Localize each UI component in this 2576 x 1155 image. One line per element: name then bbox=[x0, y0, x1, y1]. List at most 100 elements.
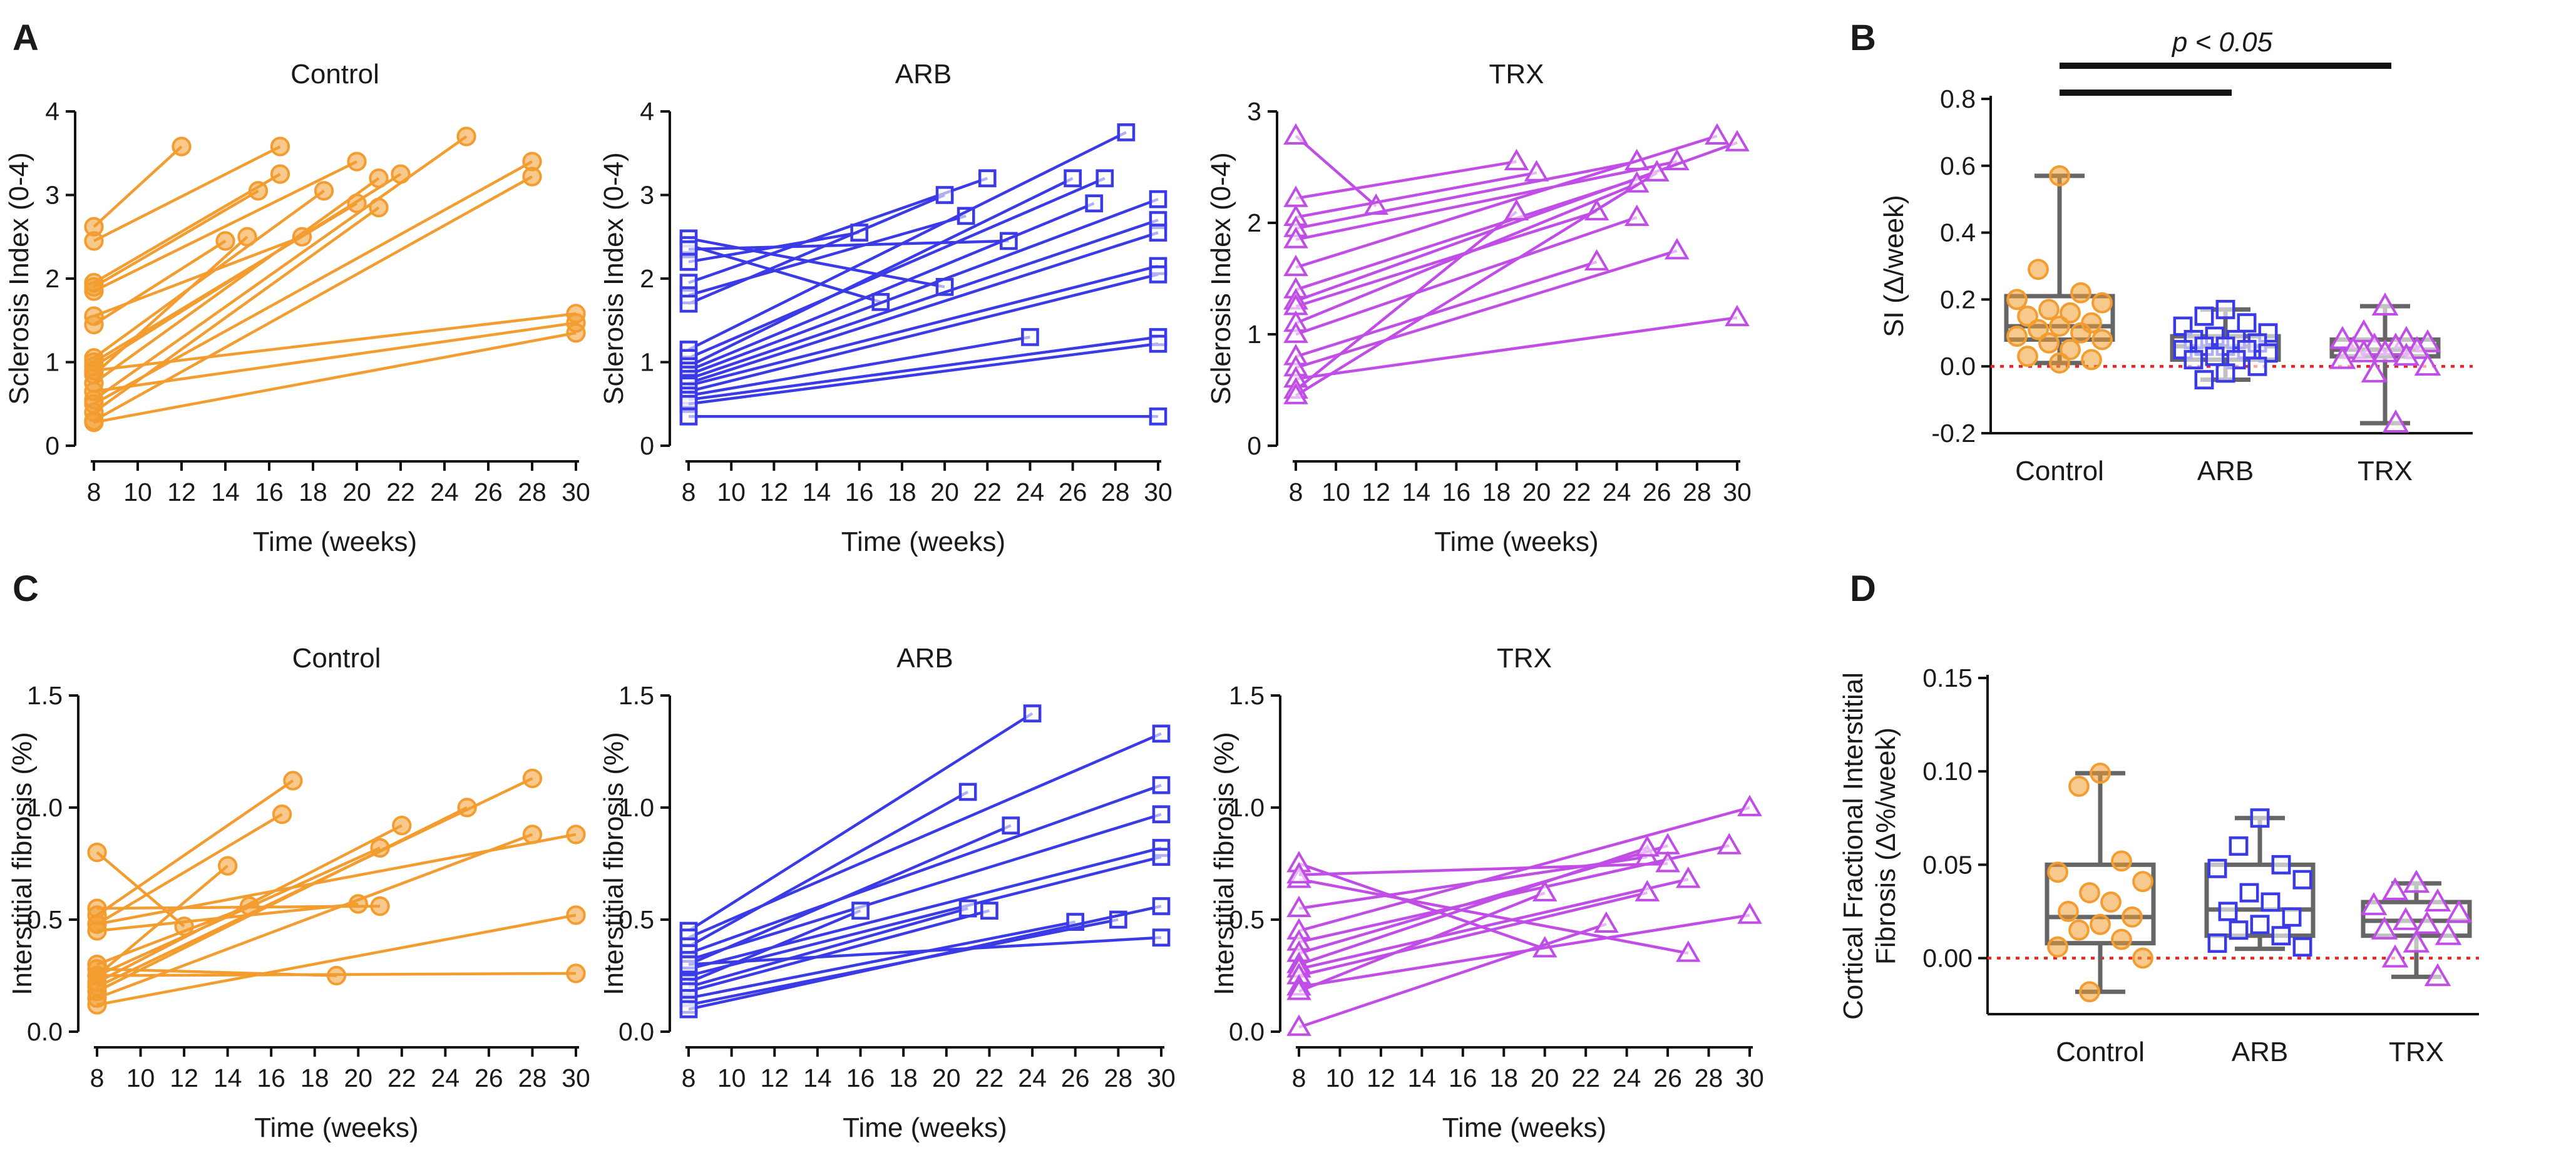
x-tick-label: 22 bbox=[1571, 1064, 1600, 1092]
x-tick-label: 18 bbox=[888, 478, 916, 506]
panel-title-c-trx: TRX bbox=[1497, 643, 1552, 674]
data-point bbox=[2350, 339, 2378, 362]
x-tick-label: 20 bbox=[930, 478, 959, 506]
x-tick-label: 12 bbox=[1362, 478, 1390, 506]
data-point bbox=[978, 169, 997, 188]
data-point bbox=[1064, 169, 1082, 188]
x-tick-label: 16 bbox=[257, 1064, 285, 1092]
group-label-arb: ARB bbox=[2232, 1037, 2288, 1067]
box-control bbox=[2045, 762, 2156, 1003]
data-point bbox=[1716, 833, 1742, 855]
series-path bbox=[93, 189, 259, 289]
data-point bbox=[1152, 848, 1171, 866]
x-axis-label: Time (weeks) bbox=[841, 526, 1005, 557]
data-point bbox=[2393, 342, 2420, 366]
series-line-16 bbox=[87, 896, 390, 918]
x-tick-label: 14 bbox=[213, 1064, 242, 1092]
data-point bbox=[270, 164, 290, 184]
series-path bbox=[688, 231, 860, 264]
data-point bbox=[2132, 871, 2153, 893]
data-point bbox=[1085, 194, 1104, 213]
x-axis-label: Time (weeks) bbox=[1442, 1112, 1606, 1143]
x-tick-label: 28 bbox=[1695, 1064, 1723, 1092]
data-point bbox=[1286, 862, 1311, 884]
data-point bbox=[1283, 254, 1308, 277]
data-point bbox=[1023, 704, 1042, 722]
series-line-9 bbox=[1283, 198, 1609, 316]
series-line-1 bbox=[84, 136, 192, 237]
data-point bbox=[2239, 883, 2259, 903]
y-tick-label: 1.0 bbox=[27, 793, 63, 822]
series-line-15 bbox=[679, 928, 1171, 973]
data-point bbox=[1286, 978, 1311, 1000]
x-tick-label: 16 bbox=[1449, 1064, 1477, 1092]
series-path bbox=[688, 237, 945, 289]
y-tick-label: 4 bbox=[640, 97, 654, 126]
data-point bbox=[1283, 382, 1308, 404]
series-line-3 bbox=[1283, 160, 1549, 226]
y-tick-label: -0.2 bbox=[1931, 419, 1976, 448]
data-point bbox=[2081, 349, 2102, 371]
data-point bbox=[522, 167, 542, 187]
series-line-12 bbox=[679, 190, 1167, 384]
y-tick-label: 1 bbox=[640, 348, 654, 377]
series-line-14 bbox=[84, 151, 542, 414]
x-tick-label: 30 bbox=[562, 478, 590, 506]
x-tick-label: 22 bbox=[386, 478, 415, 506]
data-point bbox=[87, 842, 107, 863]
x-tick-label: 10 bbox=[123, 478, 152, 506]
x-tick-label: 22 bbox=[975, 1064, 1004, 1092]
data-point bbox=[1149, 190, 1167, 208]
data-point bbox=[237, 227, 257, 247]
x-tick-label: 8 bbox=[682, 1064, 696, 1092]
series-line-12 bbox=[1286, 911, 1619, 1036]
series-path bbox=[96, 806, 468, 993]
data-point bbox=[2132, 947, 2153, 969]
panel-c-control: Control 0.0 0.5 1.0 1.5 8 10 12 14 16 18 20 22 24 26 28… bbox=[7, 643, 590, 1143]
data-point bbox=[2226, 350, 2246, 369]
data-point bbox=[84, 281, 104, 301]
data-point bbox=[2058, 901, 2079, 922]
x-axis-label: Time (weeks) bbox=[843, 1112, 1007, 1143]
series-path bbox=[93, 321, 577, 393]
series-path bbox=[93, 190, 325, 359]
series-line-2 bbox=[87, 771, 303, 925]
data-point bbox=[566, 824, 586, 844]
x-tick-label: 16 bbox=[845, 478, 874, 506]
data-point bbox=[87, 898, 107, 918]
data-point bbox=[2413, 910, 2441, 934]
x-tick-label: 12 bbox=[170, 1064, 198, 1092]
series-path bbox=[1295, 160, 1678, 241]
data-point bbox=[1149, 407, 1167, 426]
series-path bbox=[93, 240, 227, 326]
series-line-11 bbox=[679, 194, 1104, 380]
x-tick-label: 20 bbox=[342, 478, 371, 506]
data-point bbox=[1021, 328, 1039, 346]
data-point bbox=[2111, 850, 2132, 872]
data-point bbox=[2229, 836, 2249, 856]
data-point bbox=[679, 407, 698, 426]
series-path bbox=[1295, 215, 1638, 336]
data-point bbox=[1655, 851, 1680, 873]
series-line-7 bbox=[84, 231, 235, 335]
series-path bbox=[688, 906, 968, 988]
panel-label-d: D bbox=[1850, 568, 1876, 609]
panel-c-arb: ARB 0.0 0.5 1.0 1.5 8 10 12 14 16 18 20 22 24 26 28 30 Ti… bbox=[598, 643, 1176, 1143]
x-tick-label: 26 bbox=[1643, 478, 1671, 506]
y-tick-label: 0 bbox=[1247, 431, 1261, 460]
data-point bbox=[2414, 352, 2441, 376]
panel-title-c-control: Control bbox=[292, 643, 381, 674]
data-point bbox=[2205, 346, 2225, 366]
x-tick-label: 26 bbox=[474, 478, 503, 506]
x-tick-label: 14 bbox=[803, 1064, 832, 1092]
data-point bbox=[1737, 902, 1762, 924]
y-tick-label: 1 bbox=[1247, 320, 1261, 349]
series-path bbox=[93, 145, 183, 228]
series-line-5 bbox=[679, 805, 1171, 969]
series-path bbox=[1295, 260, 1598, 358]
x-tick-label: 12 bbox=[760, 1064, 789, 1092]
x-tick-label: 8 bbox=[90, 1064, 105, 1092]
data-point bbox=[566, 905, 586, 925]
data-point bbox=[566, 963, 586, 983]
